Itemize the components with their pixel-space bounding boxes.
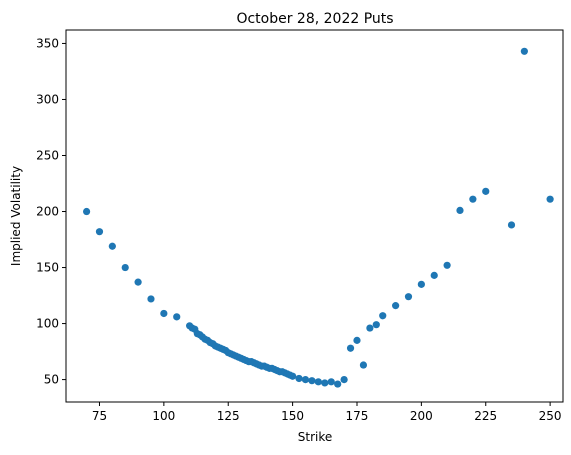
data-point — [321, 379, 329, 387]
y-axis-ticks: 50 100 150 200 250 300 350 — [36, 36, 66, 387]
data-point — [295, 374, 303, 383]
data-point — [417, 280, 425, 288]
x-tick-label: 225 — [474, 409, 497, 423]
data-points — [83, 47, 554, 388]
data-point — [353, 336, 361, 344]
data-point — [372, 321, 380, 329]
data-point — [134, 278, 142, 286]
data-point — [430, 271, 438, 279]
x-tick-label: 150 — [281, 409, 304, 423]
data-point — [456, 206, 464, 214]
data-point — [359, 361, 368, 369]
y-tick-label: 200 — [36, 205, 59, 219]
x-axis-label: Strike — [298, 430, 333, 444]
x-tick-label: 100 — [152, 409, 175, 423]
data-point — [346, 344, 355, 352]
data-point — [289, 372, 297, 380]
data-point — [404, 293, 413, 301]
data-point — [482, 187, 490, 195]
y-tick-label: 300 — [36, 92, 59, 106]
data-point — [327, 378, 335, 386]
data-point — [469, 195, 477, 203]
data-point — [108, 242, 116, 250]
chart-title: October 28, 2022 Puts — [236, 11, 393, 27]
data-point — [443, 261, 451, 269]
data-point — [546, 195, 554, 203]
data-point — [160, 309, 168, 318]
x-tick-label: 175 — [346, 409, 369, 423]
y-tick-label: 350 — [36, 36, 59, 50]
data-point — [392, 302, 400, 310]
y-tick-label: 150 — [36, 261, 59, 275]
data-point — [520, 47, 528, 55]
data-point — [308, 377, 316, 385]
data-point — [83, 207, 91, 216]
data-point — [314, 378, 322, 386]
data-point — [507, 221, 516, 229]
data-point — [121, 263, 129, 272]
x-tick-label: 125 — [217, 409, 240, 423]
x-tick-label: 250 — [539, 409, 562, 423]
x-tick-label: 200 — [410, 409, 433, 423]
data-point — [95, 228, 104, 236]
data-point — [366, 324, 374, 332]
data-point — [147, 295, 155, 303]
y-axis-label: Implied Volatility — [9, 166, 23, 266]
y-tick-label: 100 — [36, 317, 59, 331]
data-point — [173, 313, 181, 321]
data-point — [334, 380, 342, 388]
y-tick-label: 50 — [44, 373, 59, 387]
data-point — [379, 312, 387, 320]
data-point — [301, 375, 310, 384]
data-point — [340, 375, 348, 384]
plot-area-frame — [65, 29, 564, 403]
y-tick-label: 250 — [36, 148, 59, 162]
x-axis-ticks: 75 100 125 150 175 200 225 250 — [92, 402, 562, 423]
x-tick-label: 75 — [92, 409, 107, 423]
